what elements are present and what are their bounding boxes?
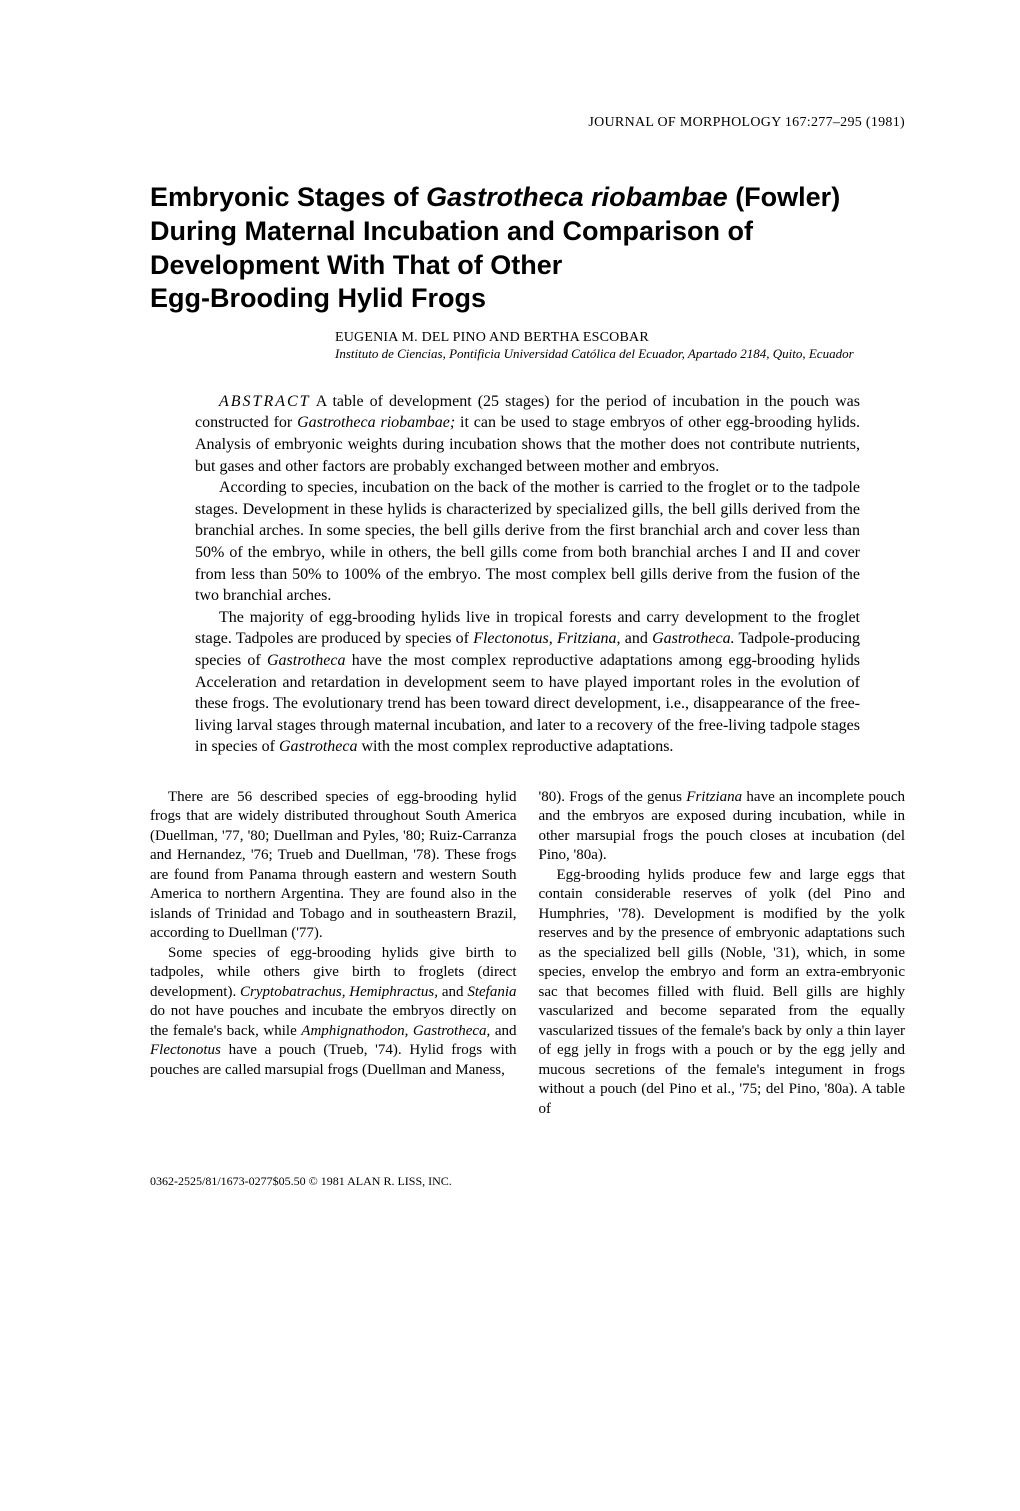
- c1p2-h: Flectonotus: [150, 1042, 221, 1058]
- c1p2-b: Cryptobatrachus, Hemiphractus,: [240, 984, 438, 1000]
- abstract: ABSTRACT A table of development (25 stag…: [195, 391, 860, 758]
- title-line-3: Development With That of Other: [150, 250, 562, 280]
- authors-block: EUGENIA M. DEL PINO AND BERTHA ESCOBAR I…: [335, 330, 905, 363]
- footer-copyright: 0362-2525/81/1673-0277$05.50 © 1981 ALAN…: [150, 1174, 905, 1189]
- abstract-p3-d: Gastrotheca.: [652, 630, 735, 647]
- abstract-para-1: ABSTRACT A table of development (25 stag…: [195, 391, 860, 477]
- abstract-p3-f: Gastrotheca: [267, 652, 346, 669]
- abstract-label: ABSTRACT: [219, 393, 311, 410]
- col2-para-1: '80). Frogs of the genus Fritziana have …: [539, 788, 906, 866]
- col1-para-2: Some species of egg-brooding hylids give…: [150, 944, 517, 1081]
- title-part-1c: (Fowler): [728, 182, 841, 212]
- page-container: JOURNAL OF MORPHOLOGY 167:277–295 (1981)…: [0, 0, 1020, 1249]
- c2p1-a: '80). Frogs of the genus: [539, 789, 687, 805]
- c1p2-f: Amphignathodon, Gastrotheca,: [301, 1023, 490, 1039]
- abstract-para-3: The majority of egg-brooding hylids live…: [195, 607, 860, 758]
- authors: EUGENIA M. DEL PINO AND BERTHA ESCOBAR: [335, 330, 905, 346]
- abstract-para-2: According to species, incubation on the …: [195, 477, 860, 607]
- c1p2-g: and: [490, 1023, 516, 1039]
- column-right: '80). Frogs of the genus Fritziana have …: [539, 788, 906, 1120]
- col2-para-2: Egg-brooding hylids produce few and larg…: [539, 866, 906, 1120]
- affiliation: Instituto de Ciencias, Pontificia Univer…: [335, 346, 905, 363]
- article-title: Embryonic Stages of Gastrotheca riobamba…: [150, 181, 905, 316]
- abstract-p1-species: Gastrotheca riobambae;: [297, 414, 455, 431]
- title-part-1: Embryonic Stages of: [150, 182, 426, 212]
- title-line-4: Egg-Brooding Hylid Frogs: [150, 283, 486, 313]
- c2p1-b: Fritziana: [686, 789, 742, 805]
- abstract-p3-h: Gastrotheca: [279, 738, 358, 755]
- title-line-2: During Maternal Incubation and Compariso…: [150, 216, 753, 246]
- body-columns: There are 56 described species of egg-br…: [150, 788, 905, 1120]
- abstract-p3-i: with the most complex reproductive adapt…: [358, 738, 674, 755]
- title-species-italic: Gastrotheca riobambae: [426, 182, 728, 212]
- running-head: JOURNAL OF MORPHOLOGY 167:277–295 (1981): [150, 115, 905, 131]
- column-left: There are 56 described species of egg-br…: [150, 788, 517, 1120]
- abstract-p3-b: Flectonotus, Fritziana,: [473, 630, 620, 647]
- c1p2-d: Stefania: [467, 984, 516, 1000]
- abstract-p3-c: and: [621, 630, 653, 647]
- col1-para-1: There are 56 described species of egg-br…: [150, 788, 517, 944]
- c1p2-c: and: [438, 984, 467, 1000]
